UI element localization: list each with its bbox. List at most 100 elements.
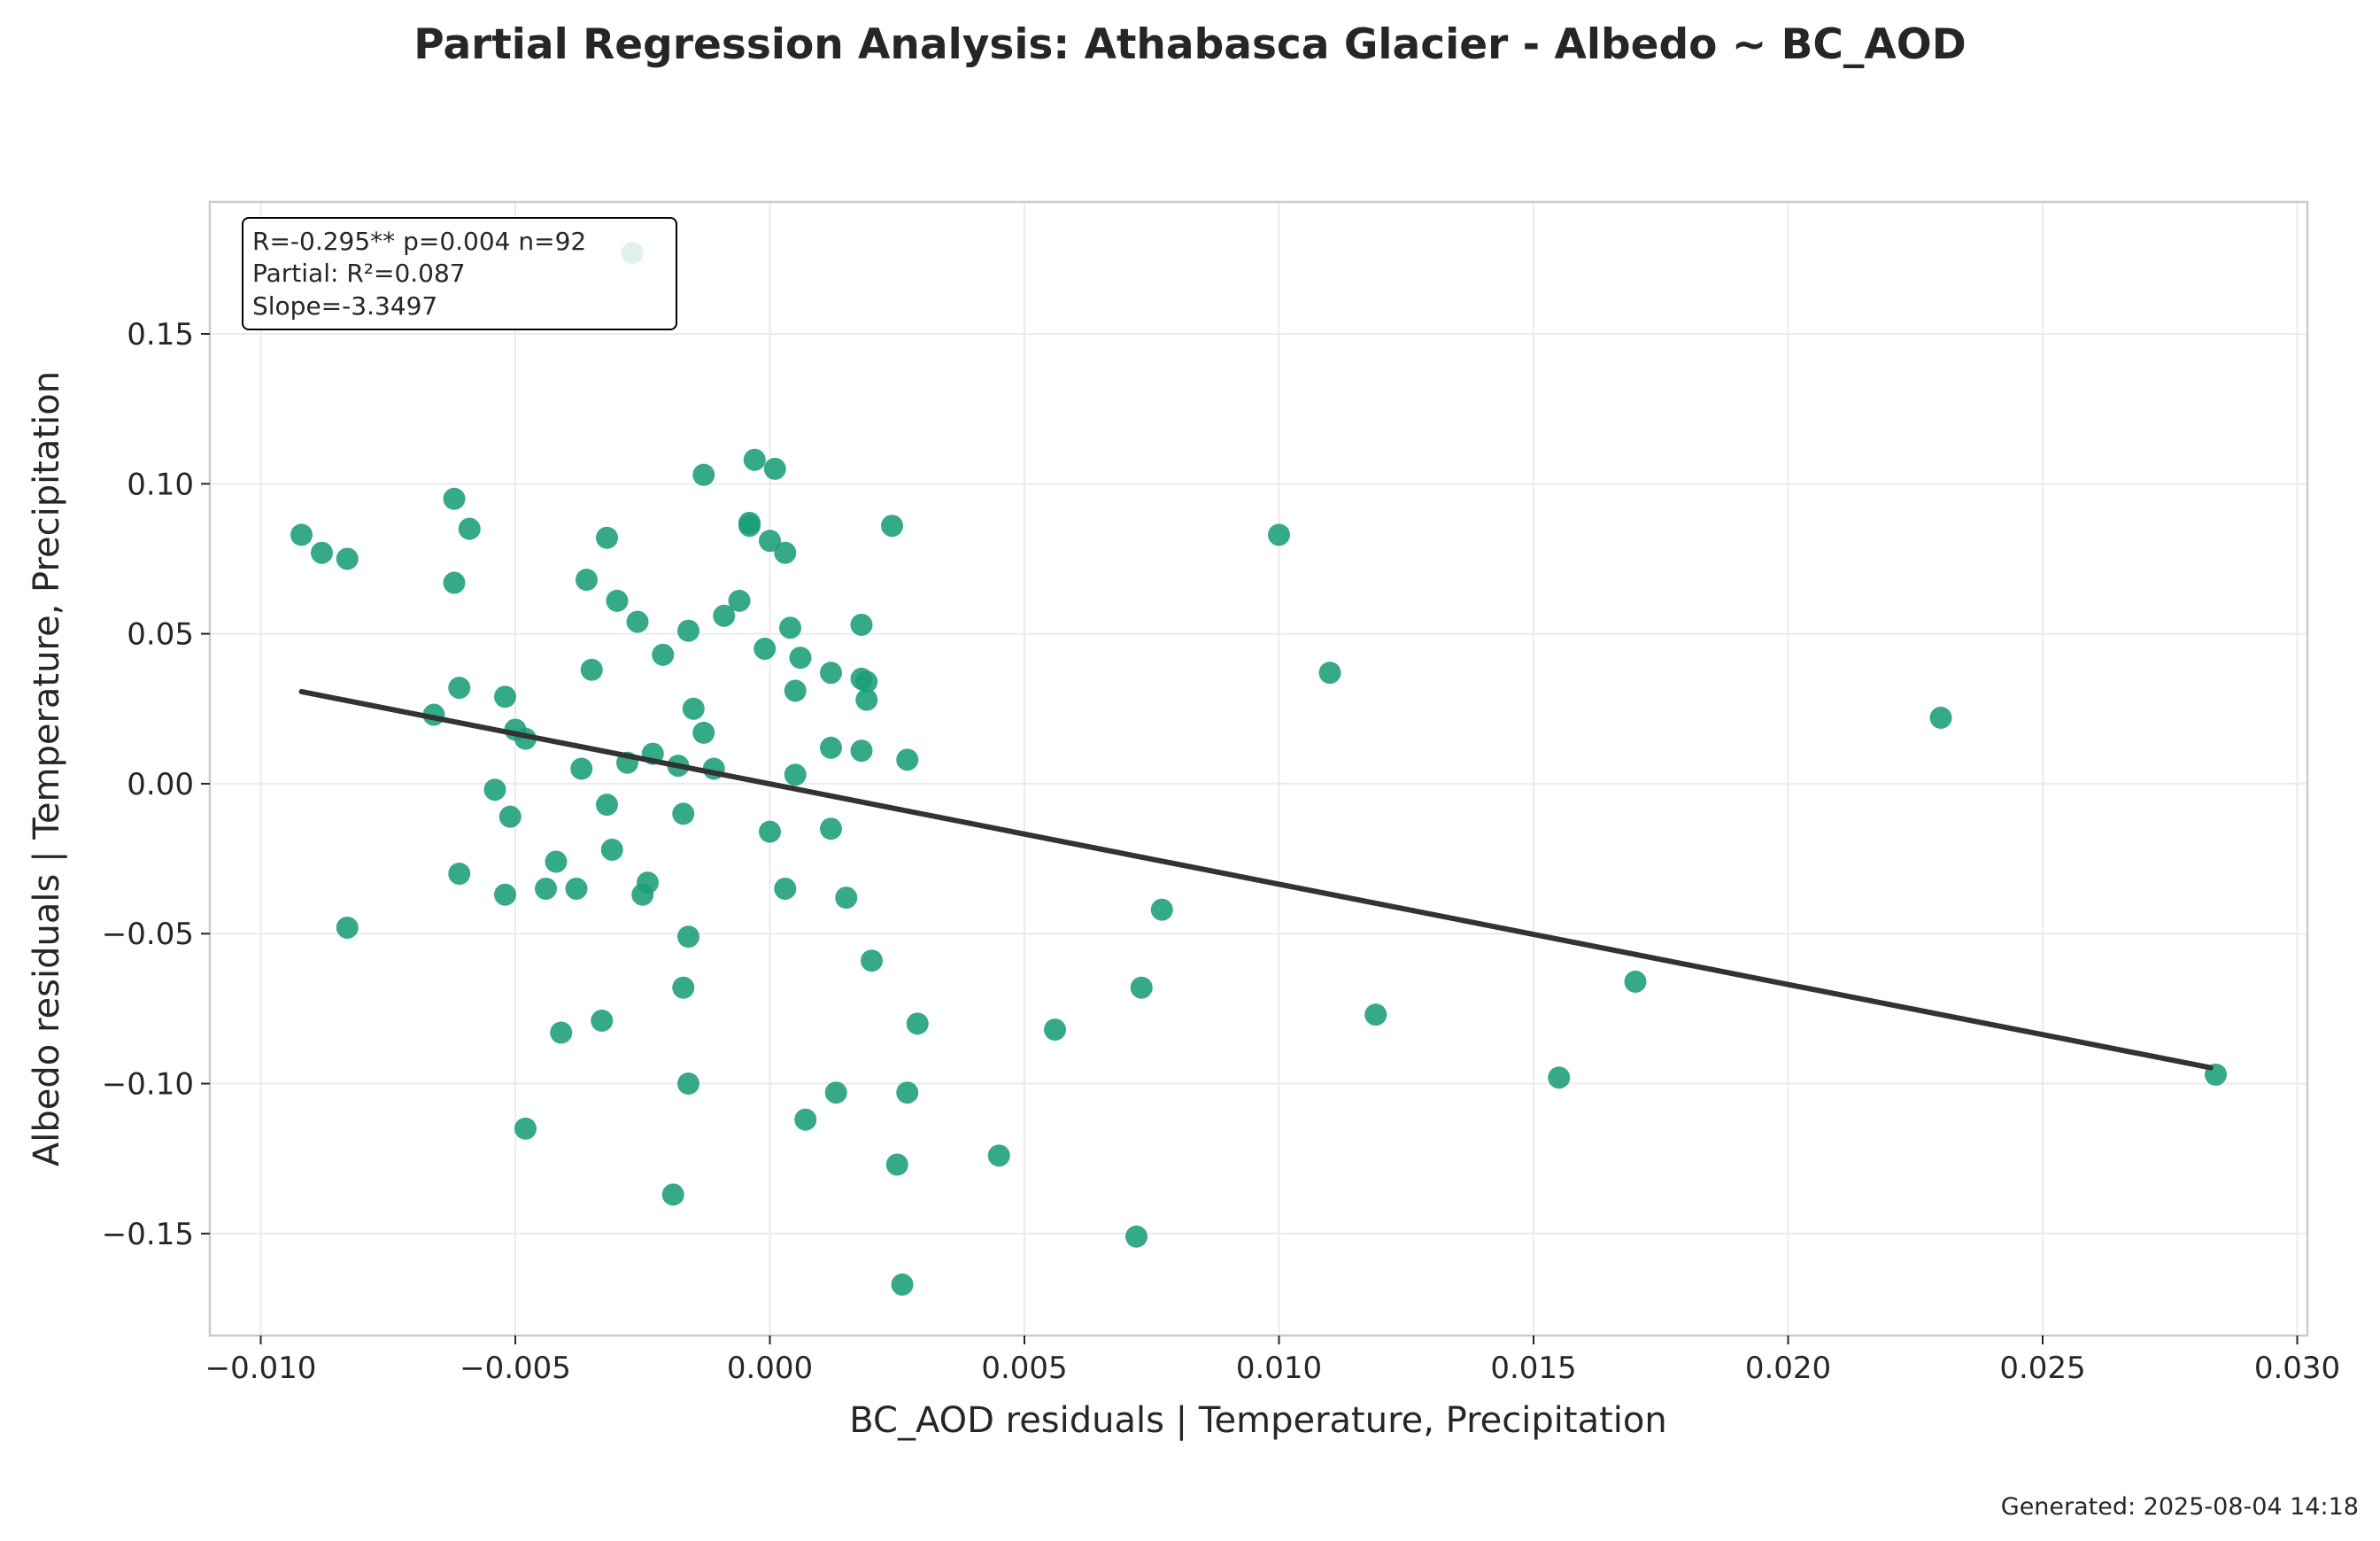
stats-correlation: R=-0.295** p=0.004 n=92 [252,227,586,256]
data-point [606,589,629,612]
data-point [789,647,812,670]
data-point [677,925,699,949]
data-point [743,448,766,471]
stats-partial-r2: Partial: R²=0.087 [252,259,466,288]
stats-box-frame [242,217,677,330]
generated-timestamp: Generated: 2025-08-04 14:18 [2001,1493,2359,1521]
y-tick-label: −0.05 [102,917,194,952]
data-point [987,1144,1010,1167]
y-tick-label: 0.15 [127,317,194,352]
data-point [850,740,873,763]
data-point [448,863,471,886]
data-point [820,817,842,840]
y-axis-ticks: −0.15 −0.10 −0.05 0.00 0.05 0.10 0.15 [102,317,210,1252]
scatter-points [290,242,2227,1296]
x-tick-label: 0.005 [981,1351,1067,1386]
x-tick-label: 0.025 [1999,1351,2085,1386]
data-point [759,820,781,843]
data-point [677,619,699,642]
data-point [652,643,675,666]
data-point [290,523,313,546]
grid-lines [210,202,2307,1336]
data-point [692,721,715,744]
data-point [596,794,618,817]
data-point [677,1073,699,1096]
data-point [498,805,522,828]
data-point [855,670,878,693]
x-axis-label: BC_AOD residuals | Temperature, Precipit… [849,1400,1666,1441]
x-tick-label: −0.005 [460,1351,571,1386]
data-point [784,763,807,786]
data-point [896,748,919,771]
data-point [713,604,736,627]
y-axis-label: Albedo residuals | Temperature, Precipit… [27,371,67,1166]
x-tick-label: 0.000 [727,1351,813,1386]
data-point [443,571,466,594]
data-point [784,679,807,702]
data-point [535,877,557,900]
x-tick-label: 0.010 [1236,1351,1322,1386]
data-point [1548,1066,1571,1089]
data-point [1268,523,1290,546]
data-point [794,1108,817,1131]
data-point [779,616,801,639]
data-point [1929,706,1952,729]
y-tick-label: −0.10 [102,1067,194,1103]
stats-slope: Slope=-3.3497 [252,291,437,321]
x-tick-label: 0.030 [2254,1351,2340,1386]
data-point [570,757,593,780]
data-point [311,541,333,564]
data-point [906,1012,929,1035]
plot-area [208,200,2309,1337]
data-point [443,487,466,510]
data-point [861,949,883,972]
chart-title: Partial Regression Analysis: Athabasca G… [413,20,1966,69]
data-point [885,1153,908,1176]
data-point [763,457,786,480]
data-point [591,1009,614,1032]
data-point [820,662,842,685]
data-point [774,877,797,900]
data-point [881,515,903,538]
data-point [514,1117,537,1140]
data-point [855,688,878,711]
data-point [774,541,797,564]
plot-frame [208,200,2309,1337]
data-point [824,1081,847,1104]
data-point [545,850,568,873]
data-point [835,887,858,910]
data-point [759,530,781,553]
x-tick-label: −0.010 [205,1351,317,1386]
data-point [596,526,618,549]
data-point [1318,662,1341,685]
data-point [672,976,695,999]
data-point [850,613,873,636]
plot-background [210,202,2307,1336]
x-axis-ticks: −0.010 −0.005 0.000 0.005 0.010 0.015 0.020 0.0… [205,1336,2340,1386]
data-point [820,736,842,759]
y-tick-label: 0.10 [127,467,194,502]
data-point [692,463,715,486]
data-point [1150,898,1173,921]
x-tick-label: 0.020 [1745,1351,1831,1386]
data-point [753,638,777,661]
data-point [728,589,751,612]
data-point [1125,1225,1148,1248]
data-point [1130,976,1153,999]
data-point [891,1273,914,1296]
data-point [565,877,588,900]
data-point [896,1081,919,1104]
data-point [1364,1003,1387,1026]
data-point [637,871,659,894]
x-tick-label: 0.015 [1490,1351,1576,1386]
data-point [626,610,649,633]
data-point [458,517,481,540]
data-point [1044,1018,1066,1042]
stats-box: R=-0.295** p=0.004 n=92 Partial: R²=0.08… [242,217,677,330]
data-point [494,685,516,709]
data-point [336,547,359,570]
data-point [336,916,359,939]
y-tick-label: 0.05 [127,617,194,653]
data-point [661,1183,684,1206]
